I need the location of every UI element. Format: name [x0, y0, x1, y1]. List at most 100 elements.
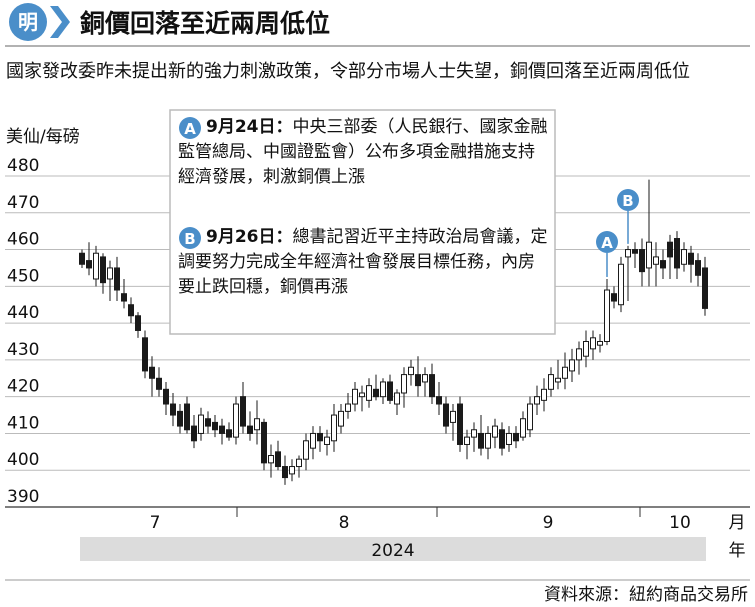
candle-body: [247, 425, 253, 434]
candle-body: [555, 377, 561, 383]
year-label: 2024: [371, 541, 414, 561]
candle-body: [366, 385, 372, 401]
y-tick-label: 450: [7, 266, 39, 286]
annotation-text: 9月24日：中央三部委（人民銀行、國家金融監管總局、中國證監會）公布多項金融措施…: [178, 115, 550, 190]
candle-body: [499, 429, 505, 449]
candle-body: [513, 432, 519, 442]
candle-body: [646, 241, 652, 269]
candle-body: [107, 267, 113, 280]
candle-body: [317, 432, 323, 442]
candle-body: [79, 252, 85, 265]
x-tick-label: 10: [669, 513, 691, 533]
y-tick-label: 420: [7, 377, 39, 397]
candle-body: [114, 267, 120, 291]
candle-body: [338, 410, 344, 427]
subtitle: 國家發改委昨未提出新的強力刺激政策，令部分市場人士失望，銅價回落至近兩周低位: [6, 61, 690, 82]
candle-body: [667, 241, 673, 258]
candle-body: [485, 432, 491, 449]
candle-body: [527, 403, 533, 431]
candle-body: [296, 458, 302, 468]
candle-body: [415, 374, 421, 387]
annotation-marker-label: A: [184, 120, 196, 138]
candle-body: [618, 263, 624, 306]
candle-body: [233, 403, 239, 438]
candle-body: [128, 304, 134, 317]
candle-body: [478, 432, 484, 449]
candle-body: [149, 366, 155, 379]
candle-body: [226, 429, 232, 438]
annotation-text: 9月26日：總書記習近平主持政治局會議，定調要努力完成全年經濟社會發展目標任務，…: [178, 225, 550, 300]
candle-body: [408, 366, 414, 376]
candle-body: [205, 418, 211, 427]
candle-body: [261, 421, 267, 464]
annotation-marker: [617, 189, 639, 211]
candle-body: [93, 252, 99, 280]
y-tick-label: 390: [7, 487, 39, 507]
candle-body: [380, 381, 386, 398]
annotation-marker-label: B: [622, 192, 633, 210]
candle-body: [702, 267, 708, 309]
candle-body: [562, 366, 568, 379]
candle-body: [492, 425, 498, 438]
candle-body: [324, 436, 330, 445]
candle-body: [590, 337, 596, 350]
candle-body: [352, 388, 358, 405]
candle-body: [142, 337, 148, 372]
y-tick-label: 470: [7, 193, 39, 213]
candle-body: [450, 410, 456, 423]
candle-body: [569, 359, 575, 372]
candle-body: [541, 388, 547, 401]
candle-body: [688, 252, 694, 265]
candle-body: [156, 377, 162, 390]
x-tick-label: 9: [543, 513, 554, 533]
y-tick-label: 430: [7, 340, 39, 360]
candle-body: [583, 341, 589, 357]
candle-body: [170, 403, 176, 416]
candle-body: [177, 410, 183, 427]
y-tick-label: 480: [7, 156, 39, 176]
candle-body: [359, 392, 365, 398]
chart-title: 銅價回落至近兩周低位: [80, 9, 330, 38]
candle-body: [548, 374, 554, 390]
candle-body: [604, 289, 610, 342]
annotation-date: 9月24日：: [206, 117, 293, 137]
candle-body: [184, 403, 190, 431]
candle-body: [191, 425, 197, 442]
candle-body: [135, 315, 141, 331]
candle-body: [457, 403, 463, 445]
candle-body: [401, 374, 407, 394]
candle-body: [282, 466, 288, 479]
candle-body: [681, 249, 687, 265]
year-band: [80, 537, 706, 561]
x-tick-label: 7: [150, 513, 161, 533]
candle-body: [534, 396, 540, 405]
candle-body: [310, 432, 316, 449]
candle-body: [303, 440, 309, 460]
annotation-marker: [596, 231, 618, 253]
candle-body: [695, 260, 701, 276]
candle-body: [674, 238, 680, 269]
x-unit: 月: [729, 513, 746, 533]
annotation-marker: [179, 117, 201, 139]
candle-body: [268, 455, 274, 464]
annotation-date: 9月26日：: [206, 227, 293, 247]
annotation-marker-label: A: [601, 234, 613, 252]
annotation-marker-label: B: [184, 230, 195, 248]
y-tick-label: 440: [7, 303, 39, 323]
x-tick-label: 8: [339, 513, 350, 533]
candle-body: [506, 432, 512, 445]
candle-body: [163, 388, 169, 405]
candle-body: [520, 418, 526, 438]
annotation-body: 中央三部委（人民銀行、國家金融監管總局、中國證監會）公布多項金融措施支持經濟發展…: [178, 117, 548, 187]
candle-body: [436, 396, 442, 405]
logo-circle: [9, 3, 47, 41]
candle-body: [429, 374, 435, 398]
candle-body: [219, 425, 225, 434]
candle-body: [653, 256, 659, 265]
y-axis-label: 美仙/每磅: [6, 127, 80, 147]
candle-body: [625, 249, 631, 258]
candle-body: [240, 396, 246, 427]
y-tick-label: 410: [7, 413, 39, 433]
